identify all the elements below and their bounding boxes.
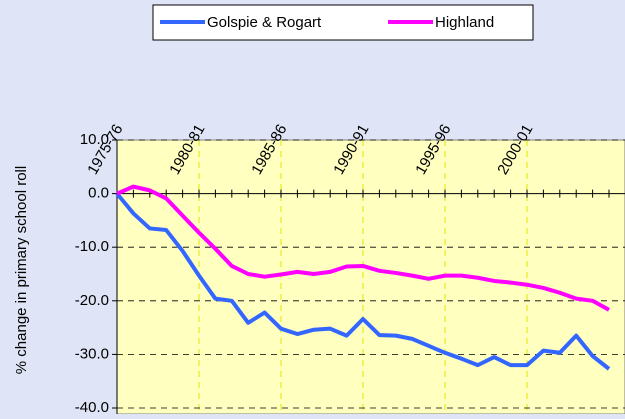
y-axis-label: % change in primary school roll xyxy=(13,166,30,374)
y-tick-label: 10.0 xyxy=(80,131,109,148)
series-line xyxy=(115,192,611,371)
legend-box xyxy=(152,4,534,41)
y-tick-label: -10.0 xyxy=(75,238,109,255)
y-tick-label: 0.0 xyxy=(88,185,109,202)
y-tick-label: -40.0 xyxy=(75,399,109,414)
legend-label: Highland xyxy=(435,14,494,31)
series-line xyxy=(116,184,610,312)
y-tick-label: -20.0 xyxy=(75,292,109,309)
legend-label: Golspie & Rogart xyxy=(207,14,322,31)
plot-area xyxy=(116,139,625,415)
y-tick-label: -30.0 xyxy=(75,345,109,362)
